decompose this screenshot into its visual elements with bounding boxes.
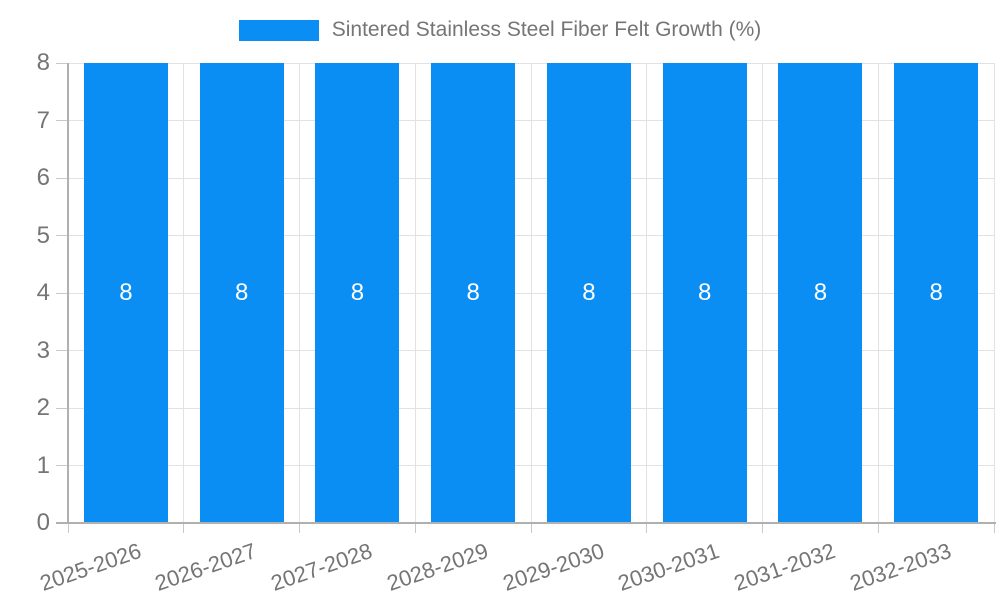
bar[interactable]: 8	[315, 63, 400, 523]
bar-value-label: 8	[119, 279, 133, 306]
y-axis-tick-label: 0	[36, 509, 50, 536]
bar-value-label: 8	[697, 279, 712, 306]
y-axis-tick	[56, 292, 68, 294]
bar-value-label: 8	[234, 279, 249, 306]
bar[interactable]: 8	[199, 63, 284, 523]
gridline-vertical	[414, 63, 416, 523]
x-axis-tick-label: 2030-2031	[615, 538, 723, 596]
gridline-vertical	[299, 63, 300, 523]
y-axis-tick-label: 2	[36, 394, 50, 421]
chart-legend[interactable]: Sintered Stainless Steel Fiber Felt Grow…	[0, 16, 1000, 44]
x-axis-tick	[67, 523, 69, 533]
x-axis-tick	[183, 523, 185, 533]
y-axis-tick-label: 4	[36, 279, 50, 306]
bar-value-label: 8	[813, 279, 828, 306]
y-axis-tick-label: 1	[36, 451, 50, 479]
x-axis-tick	[299, 523, 300, 533]
plot-area: 8 8 8 8 8 8 8 8	[56, 62, 996, 533]
bar[interactable]: 8	[894, 63, 979, 523]
bar-value-label: 8	[582, 279, 596, 306]
y-axis-tick	[56, 177, 68, 179]
bar[interactable]: 8	[83, 63, 168, 523]
x-axis-tick-label: 2027-2028	[267, 538, 376, 596]
gridline-vertical	[646, 63, 648, 523]
y-axis-line	[67, 63, 69, 523]
y-axis-tick	[56, 350, 68, 351]
legend-label: Sintered Stainless Steel Fiber Felt Grow…	[331, 18, 762, 41]
y-axis-tick	[56, 407, 68, 409]
gridline-vertical	[183, 63, 185, 523]
y-axis-tick	[56, 465, 68, 466]
x-axis-tick-label: 2031-2032	[730, 538, 839, 596]
gridline-vertical	[530, 63, 532, 523]
y-axis-tick	[56, 62, 68, 64]
x-axis-tick	[877, 523, 879, 533]
bar[interactable]: 8	[778, 63, 863, 523]
gridline-vertical	[993, 63, 995, 523]
y-axis-tick-label: 3	[36, 336, 50, 364]
y-axis-tick-label: 6	[36, 164, 50, 191]
gridline-vertical	[762, 63, 763, 523]
x-axis-tick-label: 2029-2030	[499, 538, 608, 596]
legend-swatch	[238, 19, 319, 41]
x-axis-tick	[762, 523, 763, 533]
x-axis-tick	[646, 523, 648, 533]
gridline-vertical	[877, 63, 879, 523]
x-axis-tick-label: 2028-2029	[383, 538, 492, 596]
bar[interactable]: 8	[431, 63, 516, 523]
x-axis-tick	[414, 523, 416, 533]
bar-value-label: 8	[350, 279, 365, 306]
y-axis-tick	[56, 120, 68, 121]
y-axis-tick	[56, 235, 68, 236]
y-axis-tick-label: 5	[36, 221, 50, 249]
x-axis-tick	[530, 523, 532, 533]
bar[interactable]: 8	[546, 63, 631, 523]
bar[interactable]: 8	[662, 63, 747, 523]
bar-value-label: 8	[929, 279, 943, 306]
bar-value-label: 8	[466, 279, 480, 306]
x-axis-line	[56, 522, 996, 524]
x-axis-tick-label: 2025-2026	[36, 538, 145, 596]
y-axis-tick-label: 8	[36, 49, 50, 76]
x-axis-tick	[993, 523, 995, 533]
x-axis-tick-label: 2026-2027	[152, 538, 260, 596]
y-axis-tick-label: 7	[36, 106, 50, 134]
x-axis-tick-label: 2032-2033	[846, 538, 955, 596]
